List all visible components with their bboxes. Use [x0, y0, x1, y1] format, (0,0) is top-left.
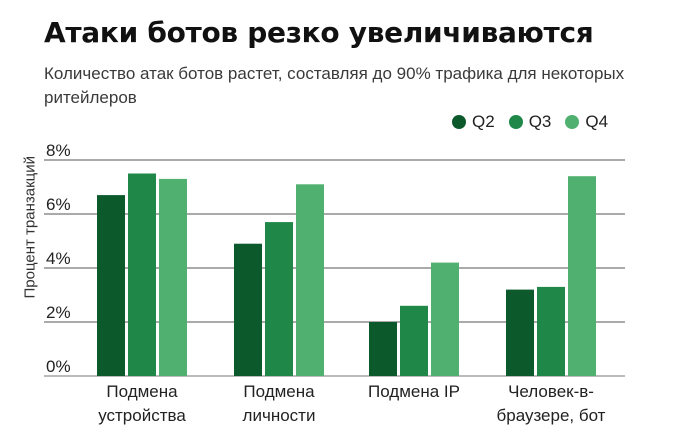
x-category-label: Человек-в-	[508, 382, 594, 401]
legend-swatch-q3	[508, 115, 523, 129]
legend-item-q4: Q4	[565, 112, 608, 132]
legend-label-q2: Q2	[472, 112, 495, 131]
bar-q2-3	[369, 322, 397, 376]
bar-q3-3	[400, 305, 428, 376]
bar-q3-4	[537, 286, 565, 376]
legend-item-q3: Q3	[508, 112, 552, 132]
x-category-label: устройства	[98, 406, 186, 425]
x-category-label: личности	[243, 406, 316, 425]
chart-title: Атаки ботов резко увеличиваются	[44, 16, 594, 49]
bar-q4-4	[568, 176, 596, 376]
y-tick-label: 4%	[46, 249, 71, 268]
y-tick-label: 2%	[46, 303, 71, 322]
bar-q4-2	[296, 184, 324, 376]
bar-q2-2	[234, 243, 262, 376]
legend-label-q4: Q4	[585, 112, 609, 131]
x-category-label: Подмена	[243, 382, 315, 401]
bar-q4-1	[159, 178, 187, 376]
bar-q2-4	[506, 289, 534, 376]
legend-item-q2: Q2	[452, 112, 495, 132]
x-category-label: браузере, бот	[497, 406, 606, 425]
bar-q3-2	[265, 222, 293, 376]
bar-q4-3	[431, 262, 459, 376]
bar-q2-1	[97, 195, 125, 376]
legend-label-q3: Q3	[528, 112, 552, 131]
legend-swatch-q2	[452, 115, 466, 129]
y-tick-label: 0%	[46, 357, 71, 376]
bar-q3-1	[128, 173, 156, 376]
x-category-label: Подмена IP	[368, 382, 460, 401]
y-tick-label: 6%	[46, 195, 71, 214]
y-tick-label: 8%	[46, 141, 71, 160]
x-category-label: Подмена	[106, 382, 178, 401]
legend: Q2 Q3 Q4	[452, 112, 608, 132]
legend-swatch-q4	[565, 115, 580, 129]
chart-subtitle: Количество атак ботов растет, составляя …	[44, 64, 625, 107]
